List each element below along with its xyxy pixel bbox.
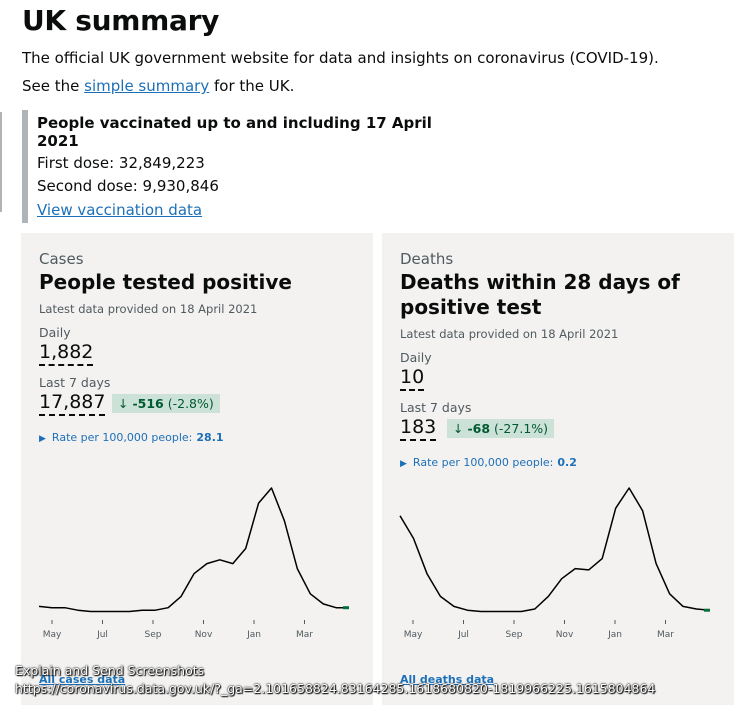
change-percent: (-2.8%) <box>167 396 214 411</box>
all-deaths-link[interactable]: All deaths data <box>400 673 495 686</box>
deaths-card: Deaths Deaths within 28 days of positive… <box>382 233 734 705</box>
daily-value[interactable]: 1,882 <box>39 342 94 366</box>
vaccination-title: People vaccinated up to and including 17… <box>37 114 432 150</box>
card-title: Deaths within 28 days of positive test <box>400 270 680 319</box>
rate-value: 0.2 <box>557 456 577 469</box>
view-vaccination-link[interactable]: View vaccination data <box>37 201 203 219</box>
x-tick-label: Jul <box>457 630 469 640</box>
x-tick-label: May <box>404 630 423 640</box>
last-7-days-label: Last 7 days <box>400 400 472 415</box>
last-7-days-label: Last 7 days <box>39 375 111 390</box>
triangle-right-icon: ▶ <box>400 459 407 469</box>
latest-data-text: Latest data provided on 18 April 2021 <box>400 327 619 341</box>
cases-card: Cases People tested positive Latest data… <box>21 233 373 705</box>
page-url-overlay: https://coronavirus.data.gov.uk/?_ga=2.1… <box>15 681 656 696</box>
daily-label: Daily <box>39 325 71 340</box>
page-title: UK summary <box>22 4 220 37</box>
down-arrow-icon: ↓ <box>118 396 129 411</box>
second-dose-text: Second dose: 9,930,846 <box>37 177 219 195</box>
series-line <box>38 487 349 613</box>
rate-label: Rate per 100,000 people: <box>412 456 554 469</box>
change-percent: (-27.1%) <box>494 421 549 436</box>
simple-summary-link[interactable]: simple summary <box>84 77 210 95</box>
deaths-chart: May Jul Sep Nov Jan Mar <box>399 487 711 640</box>
see-suffix: for the UK. <box>214 77 295 95</box>
triangle-right-icon: ▶ <box>39 434 46 444</box>
daily-label: Daily <box>400 350 432 365</box>
x-tick-label: Nov <box>556 630 574 640</box>
change-value: -516 <box>132 396 164 411</box>
rate-label: Rate per 100,000 people: <box>51 431 193 444</box>
card-title: People tested positive <box>39 270 292 294</box>
all-cases-link[interactable]: All cases data <box>39 673 126 686</box>
vaccination-summary: People vaccinated up to and including 17… <box>22 110 457 223</box>
x-tick-label: May <box>43 630 62 640</box>
x-tick-label: Nov <box>195 630 213 640</box>
change-value: -68 <box>467 421 491 436</box>
last-7-days-value[interactable]: 183 <box>400 417 437 441</box>
x-tick-label: Mar <box>657 630 674 640</box>
series-line <box>399 487 711 613</box>
x-tick-label: Jan <box>607 630 622 640</box>
x-tick-label: Mar <box>296 630 313 640</box>
page-edge-marker <box>0 112 2 212</box>
card-category: Deaths <box>400 250 454 268</box>
latest-data-text: Latest data provided on 18 April 2021 <box>39 302 258 316</box>
card-category: Cases <box>39 250 84 268</box>
last-7-days-value[interactable]: 17,887 <box>39 392 106 416</box>
see-prefix: See the <box>22 77 80 95</box>
x-tick-label: Sep <box>145 630 162 640</box>
down-arrow-icon: ↓ <box>453 421 464 436</box>
x-tick-label: Sep <box>506 630 523 640</box>
simple-summary-text: See the simple summary for the UK. <box>22 77 294 95</box>
rate-value: 28.1 <box>196 431 224 444</box>
change-badge: ↓ -68 (-27.1%) <box>447 419 555 438</box>
cases-chart: May Jul Sep Nov Jan Mar <box>38 487 349 640</box>
change-badge: ↓ -516 (-2.8%) <box>112 394 220 413</box>
page-lede: The official UK government website for d… <box>22 49 659 67</box>
screenshot-tool-label: Explain and Send Screenshots <box>15 663 205 678</box>
x-tick-label: Jul <box>96 630 108 640</box>
first-dose-text: First dose: 32,849,223 <box>37 154 205 172</box>
rate-toggle[interactable]: ▶ Rate per 100,000 people: 0.2 <box>400 456 577 469</box>
rate-toggle[interactable]: ▶ Rate per 100,000 people: 28.1 <box>39 431 224 444</box>
daily-value[interactable]: 10 <box>400 367 425 391</box>
x-tick-label: Jan <box>246 630 261 640</box>
